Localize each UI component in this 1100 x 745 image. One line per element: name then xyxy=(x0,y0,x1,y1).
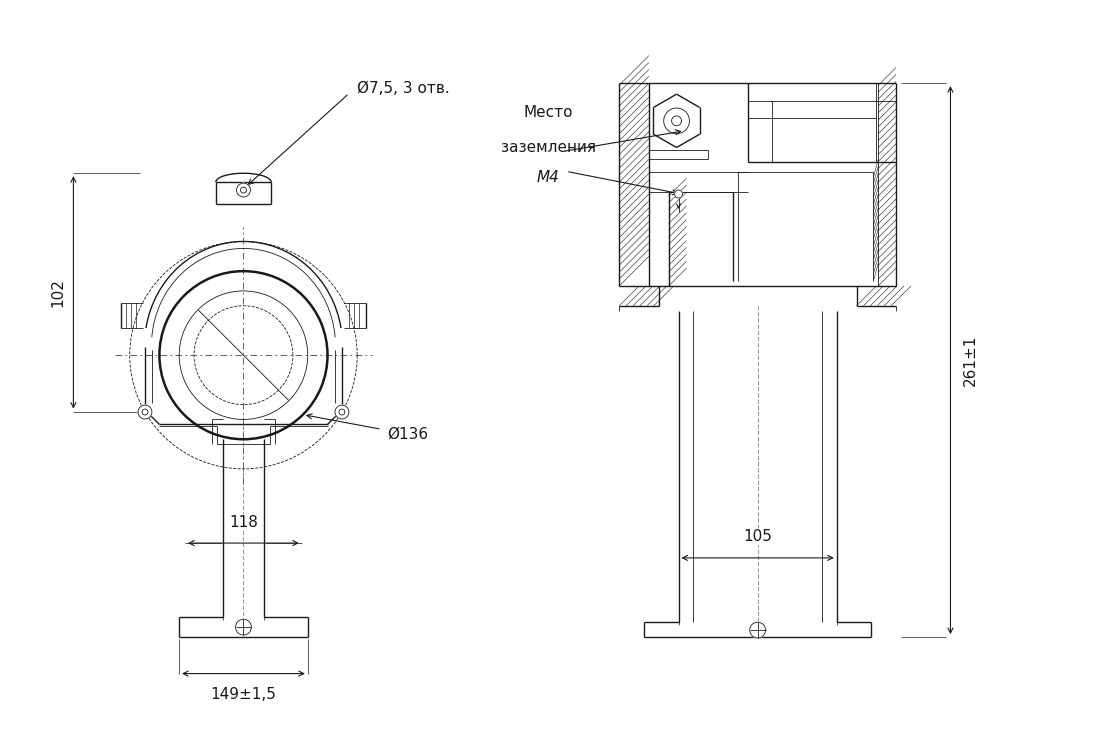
Circle shape xyxy=(750,622,766,638)
Circle shape xyxy=(674,190,682,198)
Text: 261±1: 261±1 xyxy=(962,335,978,386)
Circle shape xyxy=(235,619,252,635)
Text: Ø7,5, 3 отв.: Ø7,5, 3 отв. xyxy=(358,80,450,95)
Text: M4: M4 xyxy=(537,170,560,185)
Circle shape xyxy=(139,405,152,419)
Text: 102: 102 xyxy=(51,278,65,307)
Circle shape xyxy=(336,405,349,419)
Text: Место: Место xyxy=(524,105,573,120)
Text: Ø136: Ø136 xyxy=(387,427,428,442)
Text: 149±1,5: 149±1,5 xyxy=(210,688,276,703)
Circle shape xyxy=(236,183,251,197)
Text: 118: 118 xyxy=(229,516,257,530)
Text: 105: 105 xyxy=(744,529,772,544)
Text: заземления: заземления xyxy=(500,139,595,155)
